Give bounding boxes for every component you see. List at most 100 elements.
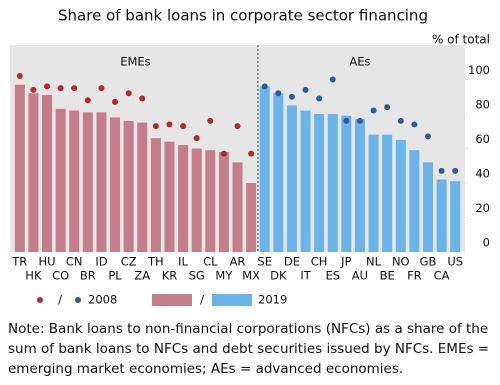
y-tick-label: 60 — [475, 132, 490, 146]
dot — [411, 121, 418, 128]
unit-label: % of total — [432, 33, 490, 47]
dot — [30, 86, 37, 93]
dot — [84, 97, 91, 104]
x-tick-label: US — [447, 255, 463, 269]
bar — [164, 141, 175, 252]
x-tick-label: MY — [215, 269, 233, 283]
bar — [368, 134, 379, 252]
bar — [259, 86, 270, 253]
dot — [329, 76, 336, 83]
x-tick-label: ES — [325, 269, 340, 283]
bar — [327, 114, 338, 252]
y-tick-label: 80 — [475, 98, 490, 112]
x-tick-label: TH — [147, 255, 164, 269]
dot — [71, 85, 78, 92]
bar — [110, 117, 121, 252]
group-label: AEs — [349, 55, 370, 69]
x-tick-label: ID — [95, 255, 107, 269]
bar — [354, 119, 365, 252]
bar — [382, 134, 393, 252]
dot — [207, 117, 214, 124]
bar — [69, 110, 80, 252]
x-tick-label: IT — [300, 269, 311, 283]
x-tick-label: AR — [230, 255, 246, 269]
x-tick-label: KR — [162, 269, 178, 283]
dot — [180, 123, 187, 130]
bar — [286, 105, 297, 252]
bar — [178, 145, 189, 252]
legend-separator: / — [200, 293, 204, 307]
x-tick-label: CH — [311, 255, 328, 269]
x-tick-label: BE — [380, 269, 395, 283]
bar — [300, 110, 311, 252]
dot — [234, 123, 241, 130]
dot — [248, 150, 255, 157]
dot — [356, 117, 363, 124]
x-tick-label: PL — [108, 269, 122, 283]
bar — [436, 179, 447, 252]
x-tick-label: GB — [420, 255, 437, 269]
bar — [273, 93, 284, 252]
dot — [112, 98, 119, 105]
dot — [424, 133, 431, 140]
x-tick-label: CZ — [121, 255, 137, 269]
bar — [232, 162, 243, 252]
dot — [275, 90, 282, 97]
bar — [150, 138, 161, 252]
dot — [139, 95, 146, 102]
x-tick-label: JP — [340, 255, 351, 269]
bar — [82, 112, 93, 253]
x-tick-label: TR — [11, 255, 27, 269]
dot — [57, 85, 64, 92]
x-tick-label: HK — [25, 269, 42, 283]
bar — [450, 181, 461, 252]
bar — [14, 84, 25, 252]
dot — [125, 90, 132, 97]
x-tick-label: DE — [284, 255, 300, 269]
dot — [288, 93, 295, 100]
x-tick-label: NO — [392, 255, 410, 269]
legend-swatch — [152, 294, 192, 306]
legend-separator: / — [58, 293, 62, 307]
bar — [422, 162, 433, 252]
bar — [205, 150, 216, 252]
bar — [55, 108, 66, 252]
dot — [343, 117, 350, 124]
dot — [98, 85, 105, 92]
x-tick-label: CO — [52, 269, 69, 283]
x-tick-label: NL — [366, 255, 382, 269]
bar — [96, 112, 107, 253]
x-tick-label: AU — [352, 269, 368, 283]
dot — [44, 83, 51, 90]
legend-swatch — [212, 294, 252, 306]
bar — [341, 115, 352, 252]
x-tick-label: ZA — [134, 269, 150, 283]
x-tick-label: MX — [242, 269, 260, 283]
legend-swatch — [37, 297, 43, 303]
y-tick-label: 20 — [475, 201, 490, 215]
note-line: emerging market economies; AEs = advance… — [8, 361, 403, 377]
dot — [370, 107, 377, 114]
dot — [452, 167, 459, 174]
dot — [397, 117, 404, 124]
x-tick-label: SG — [189, 269, 205, 283]
dot — [193, 135, 200, 142]
x-tick-label: DK — [270, 269, 287, 283]
y-tick-label: 100 — [468, 63, 490, 77]
bar — [137, 122, 148, 252]
x-tick-label: SE — [257, 255, 272, 269]
dot — [220, 150, 227, 157]
dot — [438, 167, 445, 174]
bar — [218, 151, 229, 252]
dot — [302, 86, 309, 93]
dot — [316, 95, 323, 102]
bar — [191, 148, 202, 252]
dot — [152, 123, 159, 130]
dot — [166, 121, 173, 128]
dot — [384, 104, 391, 111]
bar — [395, 139, 406, 252]
x-tick-label: CL — [203, 255, 218, 269]
x-tick-label: CA — [434, 269, 450, 283]
